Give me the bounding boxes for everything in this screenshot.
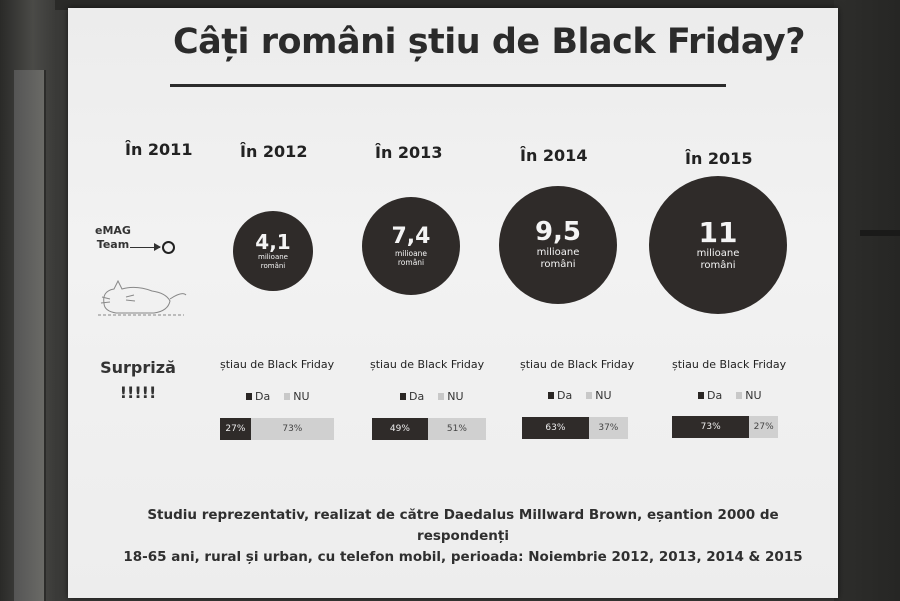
legend-swatch-nu-icon xyxy=(736,392,743,399)
circle-unit-2015: milioane xyxy=(696,247,740,259)
question-label-2013: știau de Black Friday xyxy=(370,358,485,371)
door xyxy=(14,70,46,601)
circle-value-2012: 4,1 xyxy=(255,230,291,255)
room-wall-left xyxy=(0,0,55,601)
circle-2014: 9,5 milioane români xyxy=(499,186,617,304)
circle-2012: 4,1 milioane români xyxy=(233,211,313,291)
circle-unit2-2013: români xyxy=(397,257,425,267)
year-label-2015: În 2015 xyxy=(685,149,753,168)
bar-segment-da: 73% xyxy=(672,416,750,438)
arrow-line xyxy=(130,247,160,248)
legend-swatch-nu-icon xyxy=(438,393,445,400)
circle-2013: 7,4 milioane români xyxy=(362,197,460,295)
slide-title: Câți români știu de Black Friday? xyxy=(173,22,806,62)
bar-segment-da: 63% xyxy=(522,417,589,439)
legend-label-da: Da xyxy=(255,390,271,403)
circle-value-2014: 9,5 xyxy=(534,217,582,248)
bar-segment-nu: 37% xyxy=(588,417,628,439)
question-label-2015: știau de Black Friday xyxy=(672,358,787,371)
legend-swatch-nu-icon xyxy=(284,393,291,400)
circle-value-2015: 11 xyxy=(698,216,738,250)
legend-swatch-da-icon xyxy=(548,392,554,399)
year-label-2011: În 2011 xyxy=(125,140,193,159)
circle-unit-2012: milioane xyxy=(258,253,288,262)
question-label-2012: știau de Black Friday xyxy=(220,358,335,371)
room-ceiling xyxy=(0,0,900,10)
circle-unit2-2014: români xyxy=(540,258,576,270)
team-line-1: eMAG xyxy=(95,224,131,237)
legend-label-da: Da xyxy=(707,389,723,402)
circle-unit2-2012: români xyxy=(260,261,286,270)
circle-marker-icon xyxy=(162,241,175,254)
legend-label-da: Da xyxy=(409,390,425,403)
year-label-2013: În 2013 xyxy=(375,143,443,162)
arrow-head-icon xyxy=(154,243,161,251)
bar-segment-nu: 27% xyxy=(749,416,778,438)
surpriza-label: Surpriză !!!!! xyxy=(98,356,178,406)
circle-unit-2014: milioane xyxy=(536,246,580,258)
year-label-2014: În 2014 xyxy=(520,146,588,165)
legend-swatch-da-icon xyxy=(246,393,252,400)
legend-label-nu: NU xyxy=(293,390,310,403)
bar-segment-nu: 73% xyxy=(250,418,334,440)
surpriza-line-1: Surpriză xyxy=(100,358,176,377)
room-wall-right xyxy=(834,0,900,601)
legend-label-nu: NU xyxy=(595,389,612,402)
stacked-bar-2014: 63% 37% xyxy=(522,417,628,439)
title-underline xyxy=(170,84,726,87)
footnote-line-2: 18-65 ani, rural și urban, cu telefon mo… xyxy=(123,548,803,565)
cat-drawing-icon xyxy=(98,279,187,316)
legend-label-nu: NU xyxy=(447,390,464,403)
stacked-bar-2012: 27% 73% xyxy=(220,418,334,440)
legend-2012: Da NU xyxy=(246,390,310,403)
footnote-line-1: Studiu reprezentativ, realizat de către … xyxy=(147,507,779,544)
bar-segment-da: 27% xyxy=(220,418,251,440)
legend-swatch-da-icon xyxy=(400,393,406,400)
circle-2015: 11 milioane români xyxy=(649,176,787,314)
legend-label-nu: NU xyxy=(745,389,762,402)
legend-label-da: Da xyxy=(557,389,573,402)
stacked-bar-2013: 49% 51% xyxy=(372,418,486,440)
study-footnote: Studiu reprezentativ, realizat de către … xyxy=(120,505,806,568)
bar-segment-nu: 51% xyxy=(427,418,486,440)
circle-unit-2013: milioane xyxy=(394,248,428,258)
projection-screen: Câți români știu de Black Friday? În 201… xyxy=(68,8,838,598)
circle-unit2-2015: români xyxy=(700,259,736,271)
stacked-bar-2015: 73% 27% xyxy=(672,416,778,438)
legend-swatch-da-icon xyxy=(698,392,704,399)
emag-team-label: eMAG Team xyxy=(95,224,131,252)
legend-swatch-nu-icon xyxy=(586,392,593,399)
team-line-2: Team xyxy=(96,237,130,251)
legend-2013: Da NU xyxy=(400,390,464,403)
legend-2014: Da NU xyxy=(548,389,612,402)
surpriza-line-2: !!!!! xyxy=(119,382,157,402)
question-label-2014: știau de Black Friday xyxy=(520,358,635,371)
legend-2015: Da NU xyxy=(698,389,762,402)
circle-value-2013: 7,4 xyxy=(391,224,431,250)
year-label-2012: În 2012 xyxy=(240,142,308,161)
bar-segment-da: 49% xyxy=(372,418,428,440)
wall-frame xyxy=(860,230,900,236)
